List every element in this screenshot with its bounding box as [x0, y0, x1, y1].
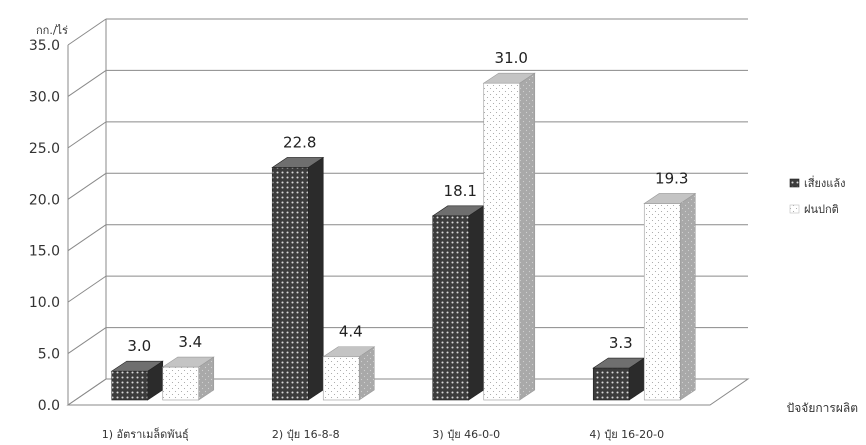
bar-side	[468, 205, 485, 401]
gridline-slant	[67, 18, 107, 46]
bar-front	[432, 215, 470, 401]
gridline-slant	[67, 172, 107, 200]
bar-top	[110, 360, 164, 372]
data-label: 19.3	[655, 169, 688, 187]
bar-side	[679, 192, 696, 401]
bar-top	[322, 346, 376, 358]
bar-front	[111, 370, 149, 401]
data-label: 3.3	[609, 334, 633, 352]
y-tick-label: 35.0	[29, 38, 60, 54]
data-label: 31.0	[495, 49, 528, 67]
x-category-label: 1) อัตราเมล็ดพันธุ์	[102, 427, 189, 441]
bar-top	[271, 157, 325, 168]
bar-top	[161, 356, 215, 368]
y-tick-label: 15.0	[29, 244, 60, 260]
x-axis-title: ปัจจัยการผลิต	[787, 401, 858, 415]
data-label: 3.0	[127, 337, 151, 355]
bar-front	[643, 203, 681, 401]
y-tick-label: 20.0	[29, 192, 60, 208]
x-category-label: 3) ปุ๋ย 46-0-0	[432, 428, 500, 441]
gridline-slant	[67, 121, 107, 149]
gridline-slant	[67, 275, 107, 303]
x-category-label: 2) ปุ๋ย 16-8-8	[272, 428, 340, 441]
data-label: 22.8	[283, 133, 316, 151]
bar-front	[162, 366, 200, 401]
bar-front	[322, 356, 360, 401]
y-tick-label: 10.0	[29, 295, 60, 311]
chart-floor	[66, 378, 750, 406]
axes: 0.0 5.0 10.0 15.0 20.0 25.0 30.0 35.0กก./ไร่ 1) …	[29, 24, 858, 441]
bar-front	[271, 167, 309, 401]
data-labels: 3.0 3.4 22.8 4.4 18.1 31.0 3.3 19.3	[127, 49, 688, 355]
gridline-slant	[67, 224, 107, 252]
legend-label: เสี่ยงแล้ง	[804, 175, 846, 190]
y-tick-label: 5.0	[38, 347, 60, 363]
data-label: 18.1	[444, 182, 477, 200]
legend-swatch	[789, 178, 800, 188]
bar-side	[519, 72, 536, 401]
y-axis-unit-label: กก./ไร่	[36, 24, 68, 37]
x-category-label: 4) ปุ๋ย 16-20-0	[589, 428, 664, 441]
bar-side	[307, 156, 324, 401]
y-tick-label: 0.0	[38, 398, 60, 414]
legend-swatch	[789, 204, 800, 214]
bar-top	[643, 193, 697, 204]
legend-label: ฝนปกติ	[804, 203, 839, 216]
bar-front	[483, 82, 521, 401]
y-tick-label: 30.0	[29, 89, 60, 105]
bar-top	[482, 72, 536, 84]
data-label: 3.4	[178, 333, 202, 351]
y-tick-label: 25.0	[29, 141, 60, 157]
gridline-slant	[67, 327, 107, 354]
bar-front	[592, 367, 630, 401]
bars	[110, 72, 697, 401]
data-label: 4.4	[339, 323, 363, 341]
gridline-slant	[67, 70, 107, 97]
